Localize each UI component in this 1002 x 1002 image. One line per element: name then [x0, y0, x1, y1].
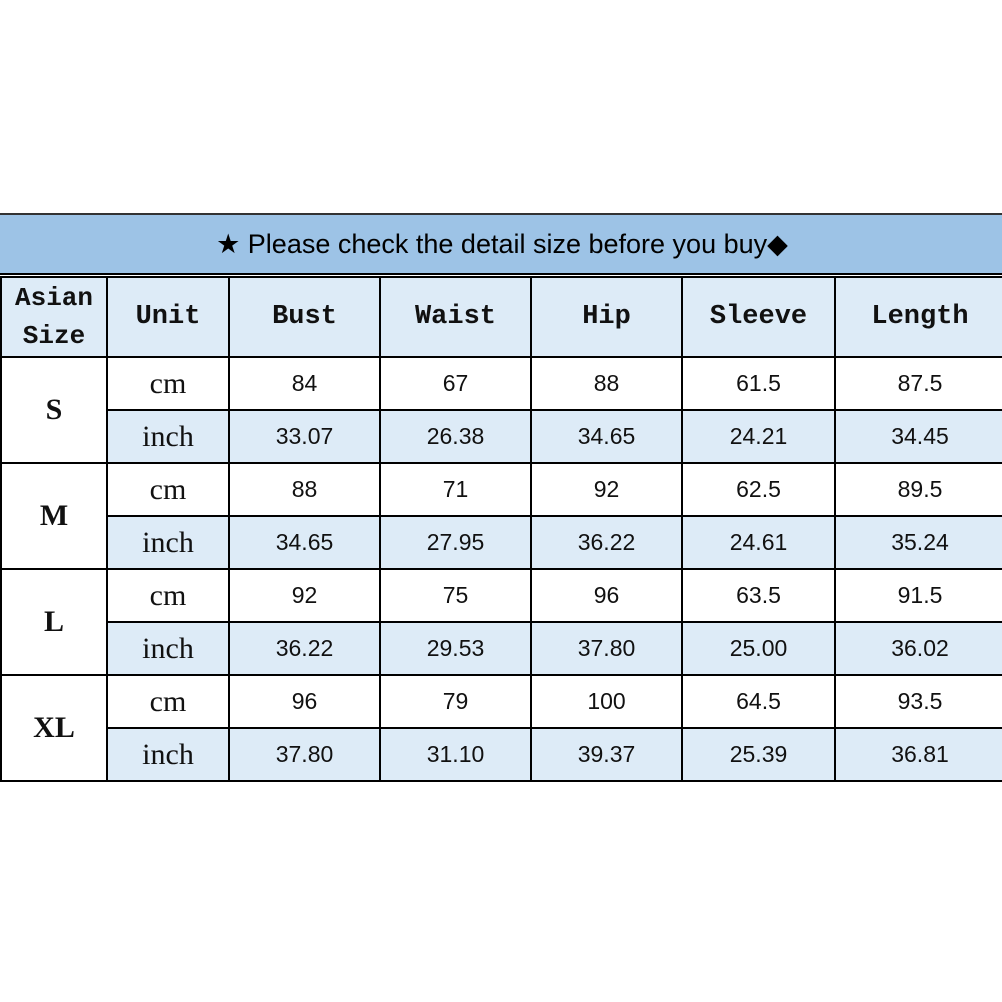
header-bust: Bust [228, 276, 381, 358]
value-cell: 92 [228, 568, 381, 623]
table-row-xl-cm: XL cm 96 79 100 64.5 93.5 [0, 674, 1002, 782]
value-cell: 96 [530, 568, 683, 623]
table-row-xl-inch: inch 37.80 31.10 39.37 25.39 36.81 [1, 727, 1002, 782]
value-cell: 36.22 [530, 515, 683, 570]
value-cell: 61.5 [681, 356, 836, 411]
table-title: ★ Please check the detail size before yo… [0, 213, 1002, 275]
header-asian-size-line: Size [22, 321, 86, 351]
value-cell: 37.80 [228, 727, 381, 782]
value-cell: 25.39 [681, 727, 836, 782]
table-row-s-inch: inch 33.07 26.38 34.65 24.21 34.45 [1, 409, 1002, 464]
value-cell: 75 [379, 568, 532, 623]
value-cell: 24.21 [681, 409, 836, 464]
value-cell: 36.22 [228, 621, 381, 676]
header-asian-size: Asian Size [0, 276, 108, 358]
unit-cell: cm [106, 356, 230, 411]
header-hip: Hip [530, 276, 683, 358]
header-unit: Unit [106, 276, 230, 358]
value-cell: 31.10 [379, 727, 532, 782]
value-cell: 93.5 [834, 674, 1002, 729]
value-cell: 36.81 [834, 727, 1002, 782]
header-waist: Waist [379, 276, 532, 358]
value-cell: 34.65 [228, 515, 381, 570]
value-cell: 67 [379, 356, 532, 411]
value-cell: 100 [530, 674, 683, 729]
value-cell: 37.80 [530, 621, 683, 676]
value-cell: 92 [530, 462, 683, 517]
header-length: Length [834, 276, 1002, 358]
value-cell: 84 [228, 356, 381, 411]
unit-cell: cm [106, 462, 230, 517]
value-cell: 33.07 [228, 409, 381, 464]
value-cell: 26.38 [379, 409, 532, 464]
header-row: Asian Size Unit Bust Waist Hip Sleeve Len… [0, 276, 1002, 358]
unit-cell: inch [106, 621, 230, 676]
size-chart-table: Asian Size Unit Bust Waist Hip Sleeve Len… [0, 276, 1002, 782]
value-cell: 87.5 [834, 356, 1002, 411]
unit-cell: cm [106, 568, 230, 623]
unit-cell: inch [106, 727, 230, 782]
header-sleeve: Sleeve [681, 276, 836, 358]
value-cell: 29.53 [379, 621, 532, 676]
size-cell: L [0, 568, 108, 676]
unit-cell: inch [106, 515, 230, 570]
value-cell: 62.5 [681, 462, 836, 517]
value-cell: 96 [228, 674, 381, 729]
value-cell: 79 [379, 674, 532, 729]
size-cell: M [0, 462, 108, 570]
header-asian-size-line: Asian [14, 283, 93, 313]
value-cell: 71 [379, 462, 532, 517]
value-cell: 34.45 [834, 409, 1002, 464]
value-cell: 91.5 [834, 568, 1002, 623]
table-row-m-inch: inch 34.65 27.95 36.22 24.61 35.24 [1, 515, 1002, 570]
size-cell: S [0, 356, 108, 464]
value-cell: 25.00 [681, 621, 836, 676]
unit-cell: cm [106, 674, 230, 729]
value-cell: 27.95 [379, 515, 532, 570]
value-cell: 34.65 [530, 409, 683, 464]
value-cell: 89.5 [834, 462, 1002, 517]
value-cell: 35.24 [834, 515, 1002, 570]
table-row-l-inch: inch 36.22 29.53 37.80 25.00 36.02 [1, 621, 1002, 676]
value-cell: 88 [530, 356, 683, 411]
value-cell: 63.5 [681, 568, 836, 623]
value-cell: 39.37 [530, 727, 683, 782]
value-cell: 64.5 [681, 674, 836, 729]
value-cell: 24.61 [681, 515, 836, 570]
unit-cell: inch [106, 409, 230, 464]
value-cell: 88 [228, 462, 381, 517]
size-cell: XL [0, 674, 108, 782]
value-cell: 36.02 [834, 621, 1002, 676]
